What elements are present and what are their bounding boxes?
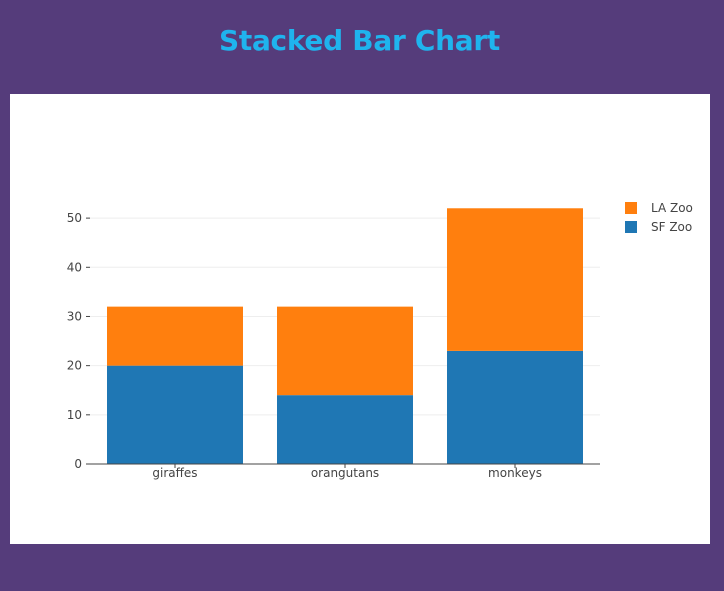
bar-sf-zoo-monkeys[interactable] [447, 350, 583, 464]
stacked-bar-chart: 0 10 20 30 40 50 giraffes orangutans monkeys LA … [67, 201, 693, 480]
legend-label-la-zoo[interactable]: LA Zoo [651, 201, 693, 215]
legend[interactable]: LA Zoo SF Zoo [625, 201, 693, 234]
y-tick-label: 0 [74, 457, 82, 471]
bar-la-zoo-orangutans[interactable] [277, 306, 413, 396]
axes: 0 10 20 30 40 50 giraffes orangutans monkeys [67, 211, 600, 480]
x-tick-label: giraffes [152, 466, 197, 480]
y-tick-label: 20 [67, 359, 82, 373]
bar-la-zoo-giraffes[interactable] [107, 306, 243, 366]
bar-la-zoo-monkeys[interactable] [447, 208, 583, 351]
y-tick-label: 30 [67, 309, 82, 323]
legend-swatch-sf-zoo[interactable] [625, 221, 637, 233]
y-tick-label: 10 [67, 408, 82, 422]
legend-label-sf-zoo[interactable]: SF Zoo [651, 220, 692, 234]
bars [107, 208, 583, 464]
x-tick-label: orangutans [311, 466, 379, 480]
y-tick-label: 40 [67, 260, 82, 274]
x-tick-label: monkeys [488, 466, 542, 480]
chart-card: 0 10 20 30 40 50 giraffes orangutans monkeys LA … [10, 94, 710, 544]
bar-sf-zoo-giraffes[interactable] [107, 365, 243, 464]
y-tick-label: 50 [67, 211, 82, 225]
bar-sf-zoo-orangutans[interactable] [277, 395, 413, 464]
legend-swatch-la-zoo[interactable] [625, 202, 637, 214]
page-title: Stacked Bar Chart [219, 24, 500, 57]
